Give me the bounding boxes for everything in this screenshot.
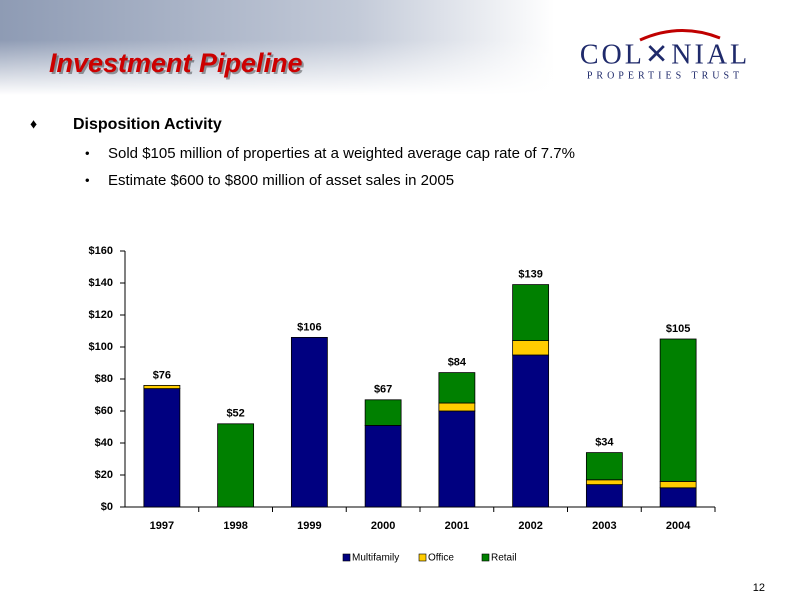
total-label: $106: [297, 321, 321, 333]
x-tick-label: 2001: [445, 520, 469, 532]
y-tick-label: $0: [101, 501, 113, 513]
bullet-dot: •: [85, 145, 90, 160]
bar-segment: [659, 338, 697, 482]
x-tick-label: 2002: [518, 520, 542, 532]
bar-segment: [290, 336, 328, 508]
bar-segment: [217, 423, 255, 508]
logo-main: COL✕NIAL: [580, 39, 750, 70]
legend-label: Multifamily: [352, 553, 399, 564]
y-tick-label: $60: [95, 405, 113, 417]
legend-swatch: [481, 553, 490, 562]
x-tick-label: 1999: [297, 520, 321, 532]
total-label: $52: [226, 408, 244, 420]
bar-segment: [585, 452, 623, 481]
x-tick-label: 1997: [150, 520, 174, 532]
x-tick-label: 2004: [666, 520, 691, 532]
bullet-diamond: ♦: [30, 116, 37, 132]
y-tick-label: $20: [95, 469, 113, 481]
bullet-item: Estimate $600 to $800 million of asset s…: [108, 172, 454, 189]
bar-segment: [438, 402, 476, 412]
y-tick-label: $160: [89, 245, 113, 257]
total-label: $76: [153, 369, 171, 381]
bar-segment: [585, 484, 623, 508]
legend-label: Retail: [491, 553, 517, 564]
bar-segment: [364, 424, 402, 508]
bar-segment: [438, 410, 476, 508]
legend-swatch: [342, 553, 351, 562]
x-tick-label: 1998: [223, 520, 247, 532]
bar-segment: [659, 480, 697, 489]
bar-segment: [585, 479, 623, 485]
bar-segment: [512, 354, 550, 508]
y-tick-label: $140: [89, 277, 113, 289]
legend-swatch: [418, 553, 427, 562]
bar-segment: [438, 372, 476, 404]
bullet-heading: Disposition Activity: [73, 116, 222, 133]
header-fade: [0, 40, 792, 95]
slide-title: Investment Pipeline: [49, 48, 303, 78]
total-label: $105: [666, 323, 690, 335]
title-shadow: Investment Pipeline: [51, 50, 305, 80]
y-tick-label: $80: [95, 373, 113, 385]
total-label: $84: [448, 357, 467, 369]
legend-label: Office: [428, 553, 454, 564]
bar-segment: [364, 399, 402, 426]
bullet-dot: •: [85, 172, 90, 187]
y-tick-label: $40: [95, 437, 113, 449]
bar-segment: [143, 384, 181, 389]
logo-sub: PROPERTIES TRUST: [587, 70, 743, 81]
x-tick-label: 2003: [592, 520, 616, 532]
bar-segment: [143, 388, 181, 508]
logo-arc: [639, 29, 721, 42]
y-tick-label: $100: [89, 341, 113, 353]
page-number: 12: [753, 582, 765, 594]
total-label: $67: [374, 384, 392, 396]
bar-segment: [512, 284, 550, 342]
y-tick-label: $120: [89, 309, 113, 321]
bar-segment: [659, 487, 697, 508]
total-label: $34: [595, 437, 614, 449]
bullet-item: Sold $105 million of properties at a wei…: [108, 145, 575, 162]
total-label: $139: [518, 269, 542, 281]
bar-segment: [512, 340, 550, 356]
x-tick-label: 2000: [371, 520, 395, 532]
